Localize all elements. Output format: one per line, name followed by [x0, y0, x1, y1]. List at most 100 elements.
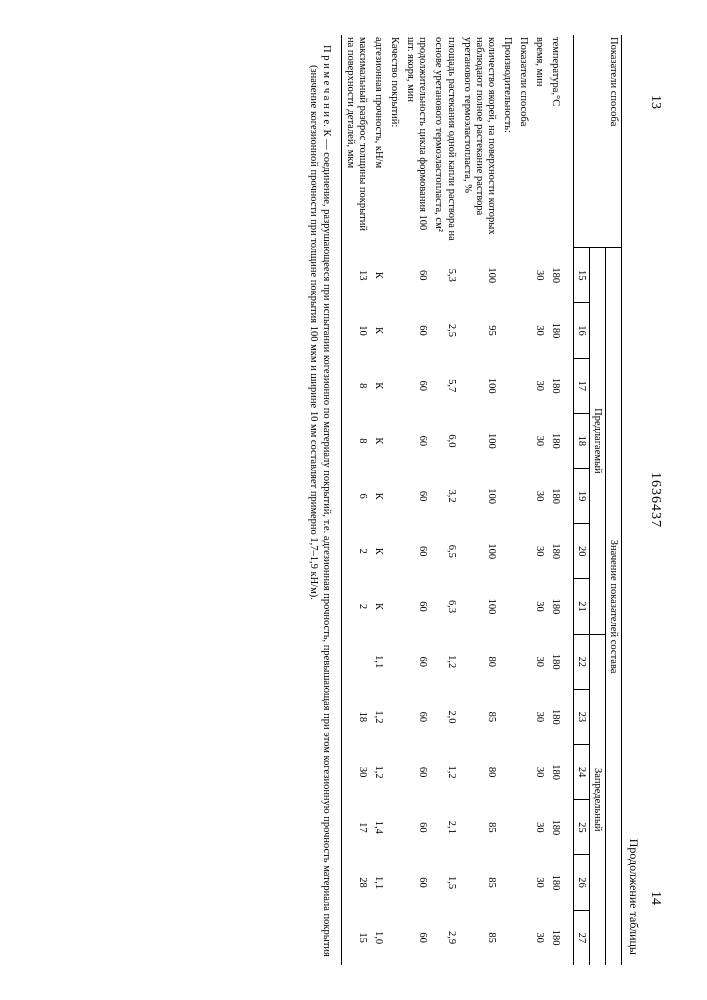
data-cell: 30 [531, 413, 547, 468]
data-cell: 30 [531, 579, 547, 634]
table-body: температура,°С18018018018018018018018018… [342, 35, 563, 965]
data-cell: 30 [531, 634, 547, 689]
col-head: 19 [574, 469, 590, 524]
data-cell [515, 358, 531, 413]
data-cell [499, 745, 515, 800]
data-cell: 1,1 [370, 634, 386, 689]
data-cell [499, 469, 515, 524]
data-cell [386, 910, 402, 965]
data-cell: 85 [459, 910, 499, 965]
data-cell [515, 303, 531, 358]
data-cell: 60 [402, 524, 430, 579]
data-cell [515, 855, 531, 910]
page-number-row: 13 1636437 14 [647, 35, 663, 965]
data-cell [386, 358, 402, 413]
data-cell: 10 [342, 303, 371, 358]
data-cell [515, 634, 531, 689]
data-cell: К [370, 248, 386, 303]
data-cell: 30 [531, 303, 547, 358]
data-cell [386, 745, 402, 800]
data-cell: 1,1 [370, 855, 386, 910]
data-cell: 80 [459, 634, 499, 689]
col-head: 27 [574, 910, 590, 965]
header-group-limit: Запредельный [590, 634, 606, 965]
data-cell [499, 634, 515, 689]
data-cell [386, 303, 402, 358]
data-cell [386, 634, 402, 689]
data-cell: К [370, 358, 386, 413]
data-cell: 30 [531, 689, 547, 744]
footnote: П р и м е ч а н и е. К — соединение, раз… [307, 35, 333, 965]
data-cell [515, 910, 531, 965]
col-head: 15 [574, 248, 590, 303]
data-cell: 1,0 [370, 910, 386, 965]
col-head: 26 [574, 855, 590, 910]
data-cell: 60 [402, 358, 430, 413]
data-cell [515, 579, 531, 634]
data-cell: 2,9 [430, 910, 458, 965]
row-label: площадь растекания одной капли раствора … [430, 35, 458, 248]
rotated-table-region: 13 1636437 14 Продолжение таблицы Показа… [43, 35, 663, 965]
data-cell: 60 [402, 910, 430, 965]
row-label: Производительность: [499, 35, 515, 248]
data-cell: 28 [342, 855, 371, 910]
data-cell: 8 [342, 413, 371, 468]
data-cell: 100 [459, 358, 499, 413]
table-row: продолжительность цикла формования 100 ш… [402, 35, 430, 965]
col-head: 20 [574, 524, 590, 579]
page-left: 13 [647, 95, 663, 109]
data-cell: 60 [402, 800, 430, 855]
table-row: время, мин30303030303030303030303030 [531, 35, 547, 965]
data-cell [515, 745, 531, 800]
data-cell [342, 634, 371, 689]
data-cell: 1,4 [370, 800, 386, 855]
data-cell: 30 [531, 524, 547, 579]
data-cell [499, 689, 515, 744]
data-cell: К [370, 469, 386, 524]
data-cell: 1,5 [430, 855, 458, 910]
data-cell [386, 800, 402, 855]
data-cell: 85 [459, 855, 499, 910]
data-cell: 60 [402, 745, 430, 800]
data-cell: 180 [547, 303, 563, 358]
data-cell: 3,2 [430, 469, 458, 524]
table-continuation-label: Продолжение таблицы [626, 35, 641, 965]
data-cell: 2 [342, 524, 371, 579]
row-label: температура,°С [547, 35, 563, 248]
table-row: температура,°С18018018018018018018018018… [547, 35, 563, 965]
row-label: адгезионная прочность, кН/м [370, 35, 386, 248]
data-cell: 6,3 [430, 579, 458, 634]
data-cell: 60 [402, 634, 430, 689]
data-cell: 180 [547, 469, 563, 524]
data-cell: 6 [342, 469, 371, 524]
row-label: Показатели способа [515, 35, 531, 248]
data-cell: 1,2 [370, 689, 386, 744]
data-cell: 30 [531, 358, 547, 413]
data-cell [499, 303, 515, 358]
data-cell: 60 [402, 855, 430, 910]
data-cell: 60 [402, 689, 430, 744]
data-cell: 30 [531, 910, 547, 965]
data-cell [515, 524, 531, 579]
header-group-proposed: Предлагаемый [590, 248, 606, 634]
data-cell [515, 800, 531, 855]
data-cell: 60 [402, 413, 430, 468]
row-label: продолжительность цикла формования 100 ш… [402, 35, 430, 248]
col-head: 17 [574, 358, 590, 413]
data-cell: 15 [342, 910, 371, 965]
header-indicators: Показатели способа [574, 35, 622, 248]
data-cell: К [370, 413, 386, 468]
data-cell: 60 [402, 248, 430, 303]
data-cell: 2,5 [430, 303, 458, 358]
data-cell: 95 [459, 303, 499, 358]
data-cell: 180 [547, 413, 563, 468]
data-cell: К [370, 303, 386, 358]
data-cell: 30 [342, 745, 371, 800]
data-cell [499, 413, 515, 468]
col-head: 21 [574, 579, 590, 634]
data-cell [386, 855, 402, 910]
data-cell: 180 [547, 689, 563, 744]
data-cell [386, 689, 402, 744]
data-cell: 180 [547, 524, 563, 579]
data-cell: 30 [531, 469, 547, 524]
